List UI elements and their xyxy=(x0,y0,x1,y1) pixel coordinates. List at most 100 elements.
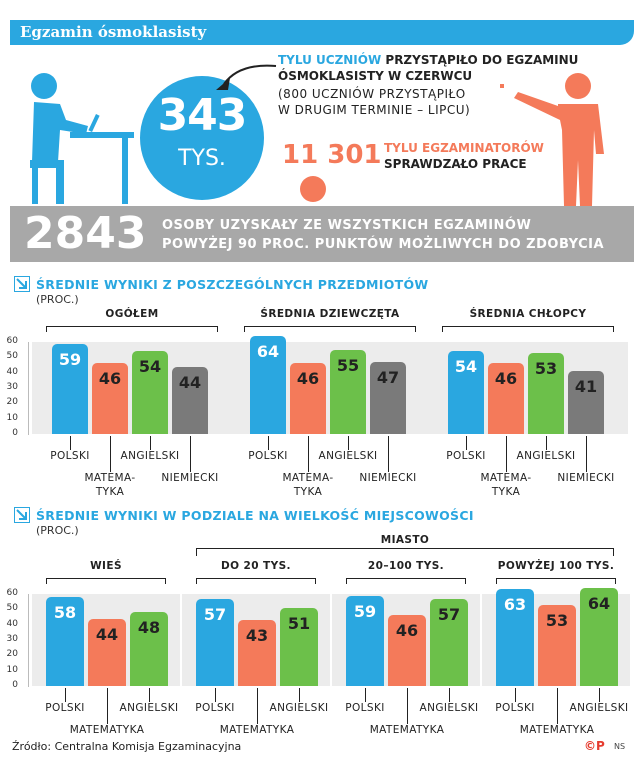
group-bracket-tick xyxy=(442,326,443,332)
bar-value-label: 55 xyxy=(330,356,366,375)
category-leader xyxy=(70,436,71,450)
bar-value-label: 51 xyxy=(280,614,318,633)
category-leader xyxy=(299,688,300,702)
category-label: MATEMATYKA xyxy=(212,724,302,736)
category-leader xyxy=(466,436,467,450)
group-bracket-tick xyxy=(415,326,416,332)
category-label: MATEMA- xyxy=(466,472,546,484)
y-tick-label: 10 xyxy=(2,665,18,675)
student-at-desk-illustration xyxy=(12,66,137,206)
y-axis-line xyxy=(28,342,29,435)
y-tick-label: 30 xyxy=(2,634,18,644)
group-bracket-tick xyxy=(165,578,166,584)
category-label: POLSKI xyxy=(470,702,560,714)
bar-value-label: 53 xyxy=(528,359,564,378)
bar-value-label: 58 xyxy=(46,603,84,622)
group-bracket-tick xyxy=(615,578,616,584)
group-bracket xyxy=(244,326,416,327)
students-text-line3: (800 UCZNIÓW PRZYSTĄPIŁO xyxy=(278,86,466,102)
group-label: POWYŻEJ 100 TYS. xyxy=(482,560,630,572)
group-bracket-tick xyxy=(46,326,47,332)
small-orange-dot xyxy=(300,176,326,202)
category-label: ANGIELSKI xyxy=(105,450,195,462)
bar-value-label: 63 xyxy=(496,595,534,614)
category-leader xyxy=(149,688,150,702)
category-leader xyxy=(586,436,587,472)
students-text-line1: TYLU UCZNIÓW PRZYSTĄPIŁO DO EGZAMINU xyxy=(278,52,578,68)
section-arrow-icon xyxy=(14,507,30,523)
chart-subjects: 0 10 20 30 40 50 60 OGÓŁEM 59 POLSKI 46 MATEMA- TYKA… xyxy=(0,300,634,505)
category-label: POLSKI xyxy=(320,702,410,714)
examiners-text-line1: TYLU EGZAMINATORÓW xyxy=(384,140,544,156)
bar-value-label: 43 xyxy=(238,626,276,645)
y-tick-label: 50 xyxy=(2,351,18,361)
category-label: MATEMATYKA xyxy=(362,724,452,736)
bar-value-label: 46 xyxy=(290,369,326,388)
category-label: POLSKI xyxy=(25,450,115,462)
students-count: 343 xyxy=(140,90,264,141)
page-title: Egzamin ósmoklasisty xyxy=(20,23,206,41)
group-label: ŚREDNIA DZIEWCZĘTA xyxy=(230,308,430,320)
group-bracket-tick xyxy=(465,578,466,584)
bar-value-label: 57 xyxy=(430,605,468,624)
y-tick-label: 40 xyxy=(2,619,18,629)
category-label: MATEMATYKA xyxy=(62,724,152,736)
group-label: ŚREDNIA CHŁOPCY xyxy=(428,308,628,320)
group-bracket-tick xyxy=(613,326,614,332)
title-bar: Egzamin ósmoklasisty xyxy=(10,20,634,45)
category-label: NIEMIECKI xyxy=(145,472,235,484)
group-label: OGÓŁEM xyxy=(32,308,232,320)
publisher-logo: ©P xyxy=(584,739,605,753)
city-label: MIASTO xyxy=(355,534,455,546)
category-leader xyxy=(190,436,191,472)
bar-value-label: 64 xyxy=(250,342,286,361)
category-leader xyxy=(215,688,216,702)
students-count-unit: TYS. xyxy=(140,146,264,171)
category-leader xyxy=(65,688,66,702)
stat-text-line2: POWYŻEJ 90 PROC. PUNKTÓW MOŻLIWYCH DO ZD… xyxy=(162,235,632,254)
students-highlight: TYLU UCZNIÓW xyxy=(278,53,381,67)
category-label: NIEMIECKI xyxy=(343,472,433,484)
y-tick-label: 60 xyxy=(2,588,18,598)
chart-locality: 0 10 20 30 40 50 60 WIEŚ 58 POLSKI 44 MATEMATYKA 48 A… xyxy=(0,530,634,740)
teacher-illustration xyxy=(500,70,610,206)
category-leader xyxy=(150,436,151,450)
section1-title: ŚREDNIE WYNIKI Z POSZCZEGÓLNYCH PRZEDMIO… xyxy=(36,277,428,292)
category-label: TYKA xyxy=(70,486,150,498)
examiners-count: 11 301 xyxy=(282,140,382,170)
city-bracket-tick xyxy=(196,548,197,556)
bar-value-label: 54 xyxy=(132,357,168,376)
y-tick-label: 20 xyxy=(2,397,18,407)
stat-number: 2843 xyxy=(24,208,146,259)
category-label: MATEMA- xyxy=(268,472,348,484)
city-bracket-tick xyxy=(613,548,614,556)
y-axis-line xyxy=(28,594,29,687)
group-label: 20–100 TYS. xyxy=(332,560,480,572)
category-label: ANGIELSKI xyxy=(554,702,634,714)
group-bracket-tick xyxy=(196,578,197,584)
category-leader xyxy=(268,436,269,450)
y-tick-label: 20 xyxy=(2,649,18,659)
category-leader xyxy=(449,688,450,702)
bar-value-label: 46 xyxy=(92,369,128,388)
students-text-line2: ÓSMOKLASISTY W CZERWCU xyxy=(278,68,472,84)
group-bracket-tick xyxy=(244,326,245,332)
bar-value-label: 59 xyxy=(346,602,384,621)
group-bracket xyxy=(196,578,316,579)
bar-value-label: 48 xyxy=(130,618,168,637)
bar-value-label: 47 xyxy=(370,368,406,387)
author-initials: NS xyxy=(614,742,625,751)
y-tick-label: 60 xyxy=(2,336,18,346)
stat-text: OSOBY UZYSKAŁY ZE WSZYSTKICH EGZAMINÓW P… xyxy=(162,216,632,254)
category-label: POLSKI xyxy=(170,702,260,714)
bar-value-label: 57 xyxy=(196,605,234,624)
y-tick-label: 0 xyxy=(2,680,18,690)
bar-value-label: 41 xyxy=(568,377,604,396)
category-leader xyxy=(599,688,600,702)
category-label: ANGIELSKI xyxy=(303,450,393,462)
bar-value-label: 44 xyxy=(172,373,208,392)
group-bracket xyxy=(442,326,614,327)
group-bracket xyxy=(46,578,166,579)
category-leader xyxy=(365,688,366,702)
category-label: MATEMA- xyxy=(70,472,150,484)
